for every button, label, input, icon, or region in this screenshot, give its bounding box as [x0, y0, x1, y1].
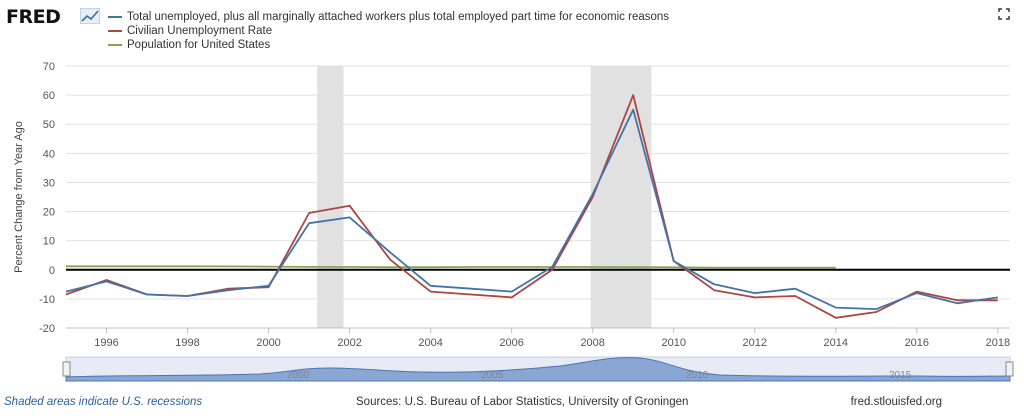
recession-band-0: [317, 66, 344, 328]
x-tick-label: 2002: [337, 337, 361, 349]
fred-graph-icon: [80, 8, 100, 24]
y-axis-label: Percent Change from Year Ago: [13, 121, 25, 273]
y-tick-label: 30: [43, 177, 55, 189]
y-tick-label: 60: [43, 90, 55, 102]
x-tick-label: 2008: [580, 337, 604, 349]
range-navigator[interactable]: 2000 2005 2010 2015: [62, 356, 1014, 382]
x-tick-label: 2010: [661, 337, 685, 349]
x-tick-label: 2012: [743, 337, 767, 349]
y-axis: -20 -10 0 10 20 30 40 50 60 70: [39, 61, 55, 335]
x-tick-label: 2006: [499, 337, 523, 349]
x-tick-label: 2014: [824, 337, 848, 349]
legend-swatch-u6: [108, 16, 122, 18]
x-tick-label: 2004: [418, 337, 442, 349]
navigator-handle-left[interactable]: [62, 361, 71, 377]
fullscreen-icon[interactable]: [998, 8, 1010, 20]
navigator-area: [65, 357, 1011, 382]
navigator-label-2015: 2015: [889, 370, 912, 381]
legend-label-population: Population for United States: [127, 39, 271, 51]
series-lines: [65, 94, 998, 319]
legend-swatch-population: [108, 44, 122, 46]
recession-note: Shaded areas indicate U.S. recessions: [4, 396, 203, 408]
x-tick-label: 2018: [986, 337, 1010, 349]
legend-item-population[interactable]: Population for United States: [108, 38, 669, 52]
legend-swatch-unrate: [108, 30, 122, 32]
gridlines: [66, 65, 1010, 329]
series-unrate-line[interactable]: [65, 94, 998, 319]
x-tick-label: 1996: [94, 337, 118, 349]
navigator-handle-right[interactable]: [1005, 361, 1014, 377]
series-u6-line[interactable]: [65, 108, 998, 311]
line-chart: -20 -10 0 10 20 30 40 50 60 70 1996 1998 2000 2002 20…: [13, 61, 1014, 382]
sources-text: Sources: U.S. Bureau of Labor Statistics…: [356, 396, 689, 408]
x-tick-label: 2016: [905, 337, 929, 349]
navigator-label-2005: 2005: [481, 370, 504, 381]
y-tick-label: 50: [43, 119, 55, 131]
x-tick-label: 1998: [175, 337, 199, 349]
fred-logo[interactable]: FRED: [6, 6, 61, 28]
legend-item-unrate[interactable]: Civilian Unemployment Rate: [108, 24, 669, 38]
chart-legend: Total unemployed, plus all marginally at…: [108, 10, 669, 52]
x-axis: 1996 1998 2000 2002 2004 2006 2008 2010 2012 2014…: [66, 327, 1010, 349]
y-tick-label: 0: [49, 265, 55, 277]
y-tick-label: 70: [43, 61, 55, 73]
legend-item-u6[interactable]: Total unemployed, plus all marginally at…: [108, 10, 669, 24]
recession-shading: [317, 66, 652, 328]
legend-label-u6: Total unemployed, plus all marginally at…: [127, 11, 670, 23]
recession-band-1: [590, 66, 652, 328]
x-tick-label: 2000: [256, 337, 280, 349]
y-tick-label: 40: [43, 148, 55, 160]
y-tick-label: 10: [43, 236, 55, 248]
site-link[interactable]: fred.stlouisfed.org: [850, 396, 942, 408]
series-population-line[interactable]: [66, 265, 836, 269]
y-tick-label: -20: [39, 323, 55, 335]
legend-label-unrate: Civilian Unemployment Rate: [127, 25, 273, 37]
y-tick-label: -10: [39, 294, 55, 306]
navigator-label-2000: 2000: [287, 370, 310, 381]
navigator-label-2010: 2010: [686, 370, 709, 381]
y-tick-label: 20: [43, 207, 55, 219]
